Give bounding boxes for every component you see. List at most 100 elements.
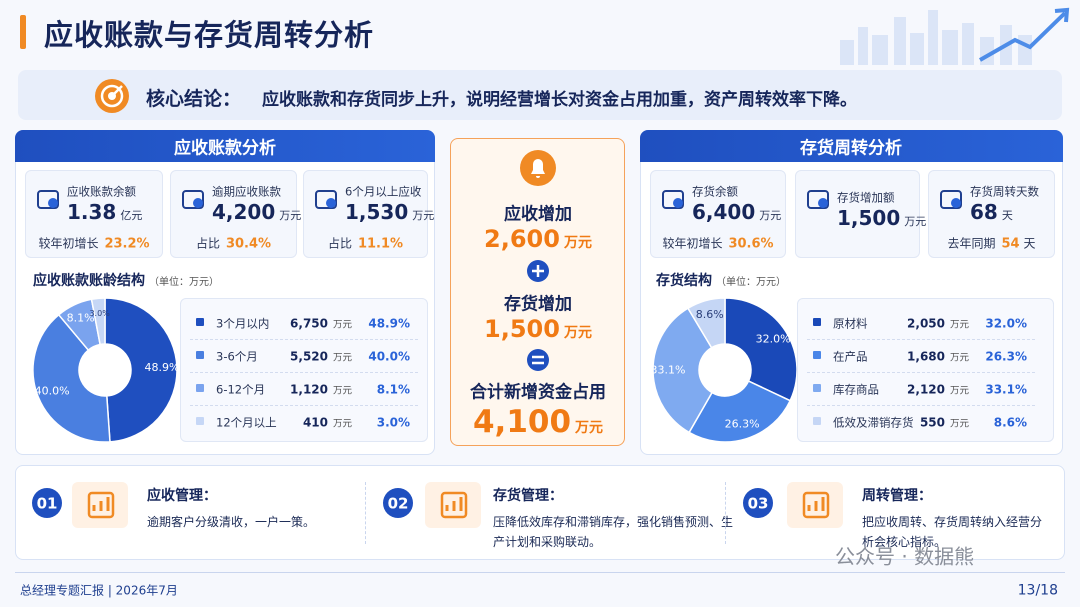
text: 32.0% (985, 316, 1027, 331)
step-number: 02 (388, 494, 409, 513)
icon-shape (531, 159, 545, 178)
text: 存货增加 (504, 294, 572, 315)
legend-swatch (813, 417, 821, 425)
text: 01 (36, 494, 58, 513)
kpi-number: 68 (970, 200, 998, 224)
text: 存货周转分析 (800, 138, 902, 159)
conclusion-text: 应收账款和存货同步上升，说明经营增长对资金占用加重，资产周转效率下降。 (262, 90, 857, 110)
kpi-number: 1,500 (837, 206, 901, 230)
title-accent (20, 15, 26, 49)
note-unit: 天 (1023, 236, 1036, 251)
kpi-number: 4,200 (212, 200, 276, 224)
kpi-value: 1,530 万元 (345, 200, 434, 224)
value-unit: 万元 (563, 325, 592, 341)
icon-shape (662, 190, 684, 209)
note-value: 30.4% (225, 236, 272, 252)
operator-sign (532, 355, 544, 365)
kpi-label: 逾期应收账款 (212, 181, 281, 200)
center-label: 存货增加 (504, 290, 572, 315)
note-value: 23.2% (104, 236, 150, 252)
text: 40.0% (368, 349, 410, 364)
slice-label: 8.6% (696, 308, 724, 321)
icon-shape (818, 198, 828, 208)
value-number: 2,600 (484, 225, 560, 253)
note-value: 11.1% (357, 236, 404, 252)
text: 3-6个月 (216, 349, 258, 364)
donut-slice (32, 313, 111, 443)
text: 万元 (950, 319, 970, 331)
row-share: 8.6% (994, 412, 1027, 431)
kpi-card (303, 170, 428, 258)
kpi-card (795, 170, 920, 258)
text: 存货周转天数 (970, 184, 1039, 199)
kpi-number: 6,400 (692, 200, 756, 224)
row-share: 3.0% (377, 412, 410, 431)
kpi-label: 存货增加额 (837, 187, 895, 206)
donut-slice (688, 380, 792, 443)
text: 万元 (950, 385, 970, 397)
action-text: 压降低效库存和滞销库存，强化销售预测、生产计划和采购联动。 (493, 515, 734, 549)
legend-swatch (813, 351, 821, 359)
note-label: 占比 (195, 236, 220, 251)
row-name: 3个月以内 (216, 313, 269, 332)
text: 万元 (333, 418, 353, 430)
row-share: 32.0% (985, 313, 1027, 332)
note-label: 去年同期 (947, 236, 996, 251)
slice-label: 48.9% (144, 361, 179, 374)
text: 6个月以上应收 (345, 184, 422, 199)
watermark: 公众号 · 数据熊 (835, 541, 974, 570)
value-unit: 万元 (563, 235, 592, 251)
row-name: 3-6个月 (216, 346, 258, 365)
slice-label: 8.1% (67, 312, 95, 325)
donut: 48.9% 40.0% 8.1%3.0% (32, 297, 179, 443)
note-value: 30.6% (728, 236, 774, 252)
row-name: 在产品 (833, 346, 868, 365)
text: 应收增加 (504, 204, 572, 225)
kpi-card (25, 170, 163, 258)
note-label: 较年初增长 (38, 236, 99, 251)
action-title: 存货管理： (493, 485, 563, 505)
action-glyph (802, 491, 830, 519)
kpi-number: 1,530 (345, 200, 409, 224)
text: 低效及滞销存货 (833, 415, 914, 430)
text: 26.3% (985, 349, 1027, 364)
row-unit: 万元 (950, 313, 969, 332)
text: 12个月以上 (216, 415, 277, 430)
text: 02 (387, 494, 409, 513)
text: 8.1% (376, 382, 410, 397)
slice-label: 32.0% (756, 332, 791, 345)
text: 3.0% (376, 415, 410, 430)
value-number: 4,100 (472, 404, 572, 440)
text: 存货余额 (692, 184, 738, 199)
text: 万元 (950, 352, 970, 364)
value-number: 1,500 (484, 315, 560, 343)
text: 2,050 (907, 316, 945, 331)
row-name: 6-12个月 (216, 379, 265, 398)
kpi-note: 去年同期 54 天 (947, 233, 1035, 252)
text: 库存商品 (833, 382, 879, 397)
text: 万元 (950, 418, 970, 430)
text: 总经理专题汇报 | 2026年7月 (20, 583, 178, 598)
action-divider (365, 482, 366, 544)
note-label: 较年初增长 (662, 236, 723, 251)
kpi-label: 存货周转天数 (970, 181, 1039, 200)
text: 应收账款余额 (67, 184, 136, 199)
donut-slice (90, 297, 106, 346)
row-share: 40.0% (368, 346, 410, 365)
kpi-icon (940, 190, 962, 209)
donut-slice (104, 297, 178, 443)
conclusion-box (18, 70, 1062, 120)
center-value: 4,100 万元 (473, 404, 603, 440)
row-share: 26.3% (985, 346, 1027, 365)
text: 万元 (333, 385, 353, 397)
step-number: 01 (37, 494, 58, 513)
icon-shape (193, 198, 203, 208)
text: 在产品 (833, 349, 868, 364)
kpi-unit: 万元 (279, 209, 302, 222)
kpi-icon (315, 190, 337, 209)
icon-shape (37, 190, 59, 209)
text: 6-12个月 (216, 382, 266, 397)
kpi-card (650, 170, 786, 258)
row-unit: 万元 (950, 379, 969, 398)
